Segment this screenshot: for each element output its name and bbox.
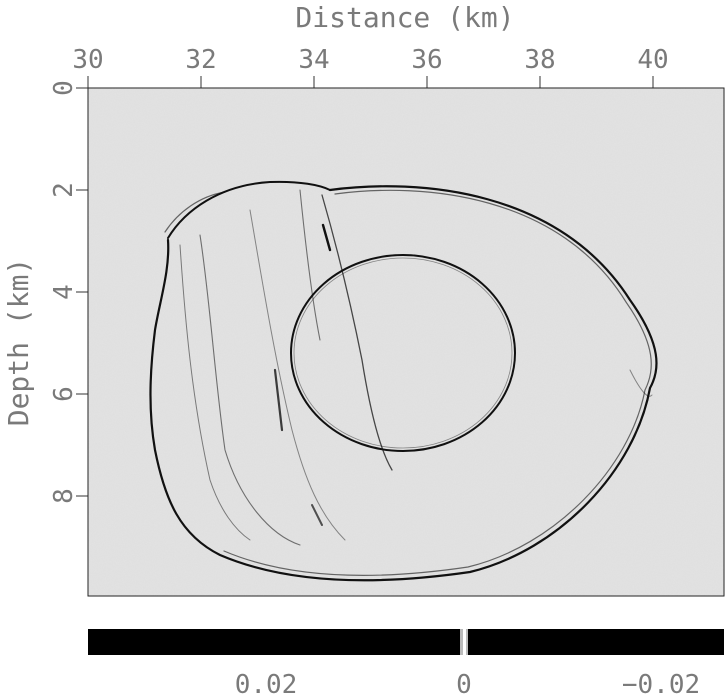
- x-axis-label: Distance (km): [295, 1, 514, 34]
- x-tick-marks: [87, 76, 654, 88]
- y-tick-label: 6: [49, 386, 79, 402]
- x-tick-label: 36: [411, 45, 442, 75]
- left-cusp-reflector: [167, 180, 331, 239]
- seismic-reflectors: [149, 180, 658, 582]
- x-tick-label: 30: [72, 45, 103, 75]
- colorbar-tick-label: 0.02: [235, 670, 298, 697]
- x-tick-labels: 30 32 34 36 38 40: [72, 45, 668, 75]
- colorbar-zero-band: [460, 629, 463, 655]
- x-tick-label: 40: [637, 45, 668, 75]
- y-tick-label: 0: [49, 80, 79, 96]
- colorbar-tick-labels: 0.02 0 −0.02: [235, 670, 700, 697]
- outer-reflector: [149, 185, 658, 582]
- image-noise-texture: [88, 88, 724, 596]
- x-tick-label: 32: [185, 45, 216, 75]
- colorbar: [88, 629, 724, 655]
- colorbar-tick-label: 0: [456, 670, 472, 697]
- inner-circle-reflector: [290, 254, 516, 452]
- y-tick-marks: [76, 87, 88, 497]
- x-tick-label: 34: [298, 45, 329, 75]
- y-tick-labels: 0 2 4 6 8: [49, 80, 79, 504]
- colorbar-tick-label: −0.02: [622, 670, 700, 697]
- y-tick-label: 4: [49, 284, 79, 300]
- y-tick-label: 2: [49, 182, 79, 198]
- y-axis-label: Depth (km): [2, 258, 35, 427]
- x-tick-label: 38: [524, 45, 555, 75]
- y-tick-label: 8: [49, 488, 79, 504]
